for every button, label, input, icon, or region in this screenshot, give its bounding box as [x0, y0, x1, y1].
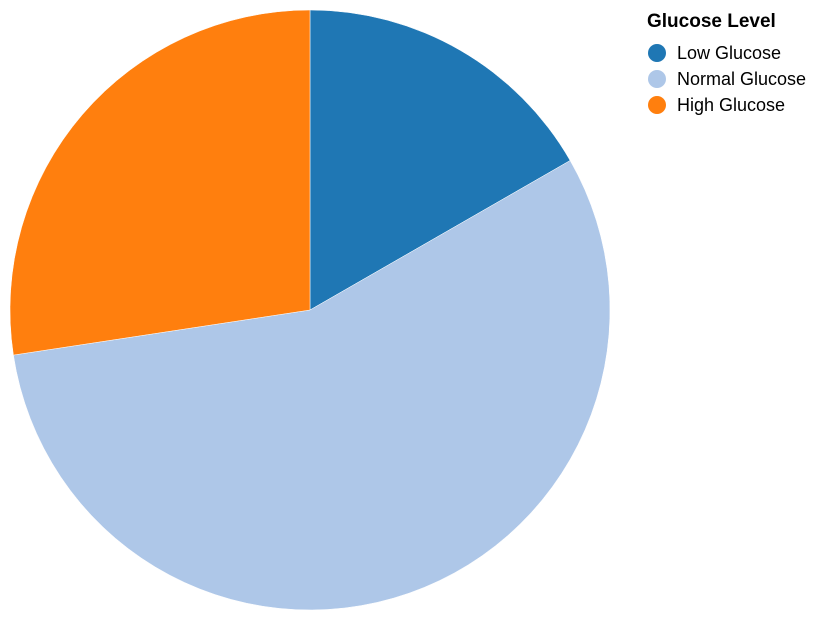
legend-swatch — [648, 70, 666, 88]
legend-label: Low Glucose — [677, 43, 781, 63]
legend-item-low-glucose: Low Glucose — [648, 43, 781, 63]
pie-slices — [9, 9, 611, 611]
legend: Glucose Level Low Glucose Normal Glucose H… — [647, 11, 806, 115]
legend-items: Low Glucose Normal Glucose High Glucose — [648, 43, 806, 115]
legend-item-high-glucose: High Glucose — [648, 95, 785, 115]
pie-slice-low-glucose — [309, 9, 571, 311]
legend-label: High Glucose — [677, 95, 785, 115]
legend-item-normal-glucose: Normal Glucose — [648, 69, 806, 89]
legend-title: Glucose Level — [647, 11, 776, 32]
legend-swatch — [648, 44, 666, 62]
legend-swatch — [648, 96, 666, 114]
legend-label: Normal Glucose — [677, 69, 806, 89]
pie-slice-normal-glucose — [13, 160, 611, 611]
pie-slice-high-glucose — [9, 9, 311, 356]
